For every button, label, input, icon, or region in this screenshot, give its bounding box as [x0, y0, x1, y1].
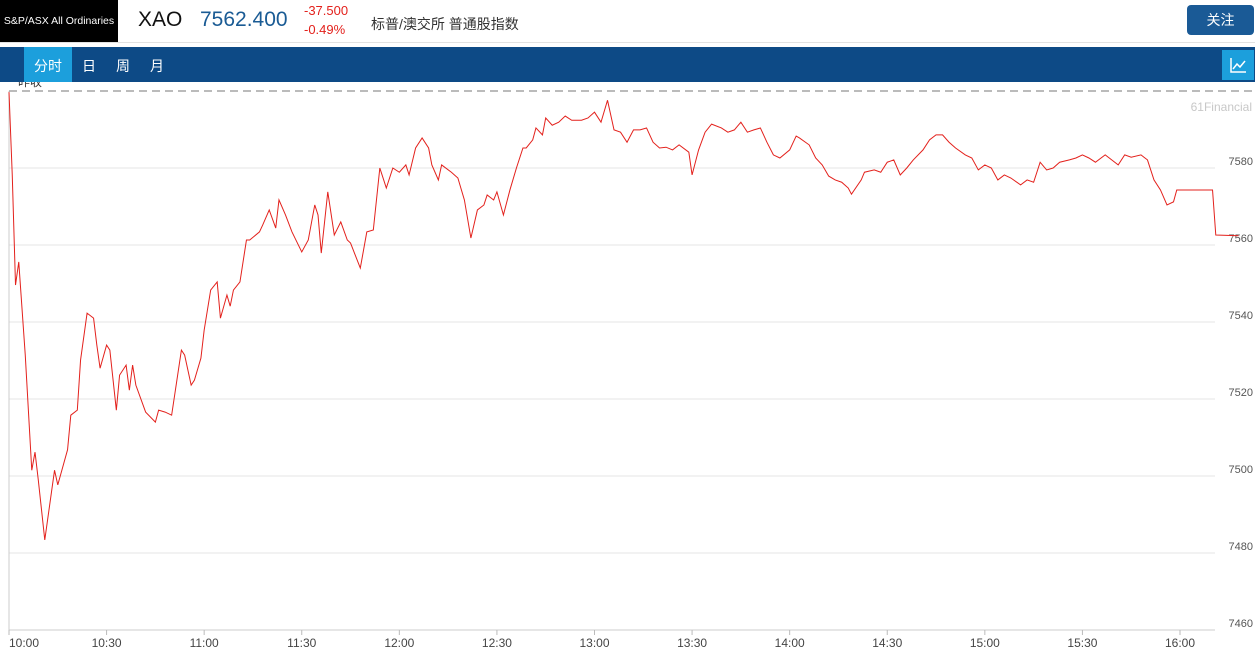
x-tick-label: 12:30: [482, 636, 512, 650]
y-tick-label: 7520: [1229, 387, 1253, 399]
x-tick-label: 11:00: [190, 636, 219, 650]
x-tick-label: 11:30: [287, 636, 316, 650]
y-tick-label: 7560: [1229, 233, 1253, 245]
x-tick-label: 14:30: [872, 636, 902, 650]
y-tick-label: 7480: [1229, 541, 1253, 553]
tab[interactable]: 分时: [24, 47, 72, 82]
logo: S&P/ASX All Ordinaries: [0, 0, 118, 42]
x-tick-label: 13:30: [677, 636, 707, 650]
x-tick-label: 15:00: [970, 636, 1000, 650]
price: 7562.400: [200, 8, 288, 31]
tab[interactable]: 日: [82, 58, 96, 74]
header: S&P/ASX All Ordinaries XAO 7562.400 -37.…: [0, 0, 1255, 43]
watermark: 61Financial: [1191, 100, 1252, 114]
chart-type-button[interactable]: [1222, 50, 1254, 80]
x-tick-label: 14:00: [775, 636, 805, 650]
y-tick-label: 7540: [1229, 310, 1253, 322]
index-name: 标普/澳交所 普通股指数: [371, 16, 519, 32]
change-pct: -0.49%: [304, 22, 346, 37]
y-tick-label: 7500: [1229, 464, 1253, 476]
price-line: [8, 92, 1239, 540]
symbol: XAO: [138, 8, 183, 31]
tab-bar: 分时 日 周 月: [0, 47, 1255, 82]
chart-icon: [1230, 58, 1246, 73]
x-tick-label: 13:00: [579, 636, 609, 650]
x-tick-label: 15:30: [1067, 636, 1097, 650]
tab[interactable]: 月: [150, 58, 164, 74]
y-tick-label: 7580: [1229, 156, 1253, 168]
y-tick-label: 7460: [1229, 618, 1253, 630]
follow-button[interactable]: 关注: [1187, 5, 1254, 35]
x-tick-label: 10:30: [92, 636, 122, 650]
change: -37.500: [304, 3, 349, 18]
tab[interactable]: 周: [116, 58, 130, 74]
x-tick-label: 10:00: [9, 636, 39, 650]
x-tick-label: 16:00: [1165, 636, 1195, 650]
x-tick-label: 12:00: [384, 636, 414, 650]
